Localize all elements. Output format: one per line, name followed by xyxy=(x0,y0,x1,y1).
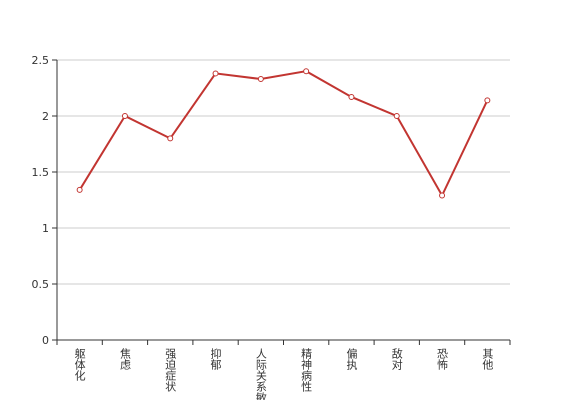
x-tick-label: 躯体化 xyxy=(73,348,86,382)
x-tick-label: 恐怖 xyxy=(436,348,449,370)
point xyxy=(212,70,219,77)
y-tick-label: 1.5 xyxy=(32,166,50,179)
point xyxy=(167,135,174,142)
x-tick-label: 偏执 xyxy=(345,347,358,371)
point xyxy=(348,93,355,100)
y-tick-label: 2 xyxy=(42,110,49,123)
x-tick-label: 精神病性 xyxy=(300,348,313,393)
x-tick-label: 抑郁 xyxy=(209,347,222,370)
x-tick-label: 强迫症状 xyxy=(164,348,177,392)
point xyxy=(393,113,400,119)
x-tick-label: 敌对 xyxy=(390,347,403,370)
point xyxy=(439,192,446,199)
point xyxy=(76,186,83,193)
point xyxy=(121,113,128,119)
y-tick-label: 0 xyxy=(42,334,49,347)
point xyxy=(257,76,264,83)
point xyxy=(303,68,310,75)
x-tick-label: 焦虑 xyxy=(118,348,131,370)
point xyxy=(484,97,491,104)
x-tick-label: 人际关系敏感 xyxy=(254,348,267,400)
y-tick-label: 1 xyxy=(42,222,49,235)
y-tick-label: 0.5 xyxy=(32,278,50,291)
y-tick-label: 2.5 xyxy=(32,54,50,67)
x-tick-label: 其他 xyxy=(481,348,494,370)
line xyxy=(78,70,489,198)
